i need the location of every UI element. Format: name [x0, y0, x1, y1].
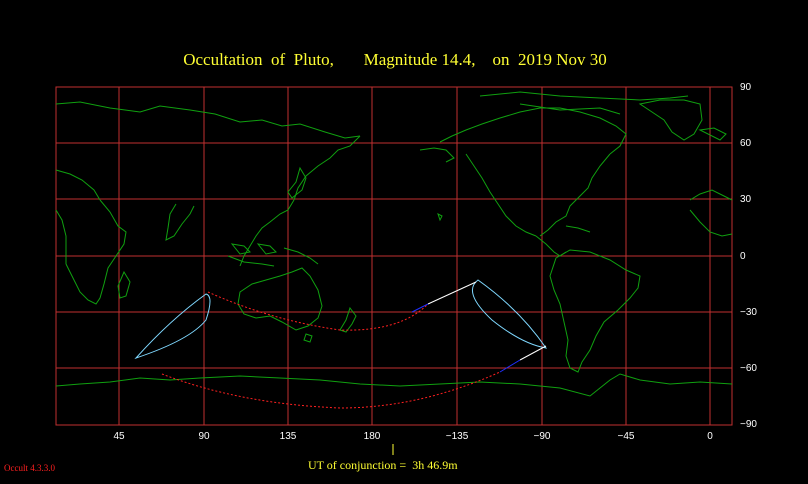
- coastlines: [55, 91, 733, 397]
- limit-line-south: [519, 345, 547, 361]
- limit-line-north-blue: [411, 303, 429, 313]
- lon-label-135: 135: [279, 431, 297, 442]
- lat-label-m30: −30: [740, 307, 757, 318]
- latitude-grid: [56, 142, 732, 369]
- center-line-south: [161, 371, 501, 409]
- path-limit-east: [471, 279, 548, 349]
- lon-label-90: 90: [198, 431, 210, 442]
- lon-label-m135: −135: [445, 431, 469, 442]
- lat-label-m60: −60: [740, 363, 757, 374]
- lon-label-m45: −45: [617, 431, 635, 442]
- conjunction-time: UT of conjunction = 3h 46.9m: [308, 458, 458, 472]
- longitude-grid: [118, 87, 711, 425]
- lon-label-m90: −90: [533, 431, 551, 442]
- lon-label-0: 0: [707, 431, 713, 442]
- lat-label-90: 90: [740, 82, 752, 93]
- center-line-north: [207, 291, 429, 331]
- lon-label-180: 180: [363, 431, 381, 442]
- limit-line-south-blue: [499, 359, 521, 373]
- lat-label-m90: −90: [740, 419, 757, 430]
- version-label: Occult 4.3.3.0: [4, 463, 55, 473]
- lat-label-0: 0: [740, 251, 746, 262]
- map-title: Occultation of Pluto, Magnitude 14.4, on…: [183, 50, 607, 69]
- lon-label-45: 45: [113, 431, 125, 442]
- lat-label-30: 30: [740, 194, 752, 205]
- limit-line-north: [427, 281, 477, 305]
- path-limit-west: [134, 293, 211, 360]
- lat-label-60: 60: [740, 138, 752, 149]
